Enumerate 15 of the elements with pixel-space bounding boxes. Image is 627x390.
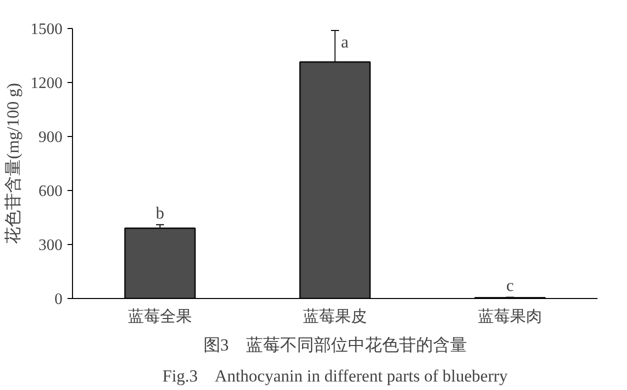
x-tick-label: 蓝莓果皮 [303,308,367,326]
annotation: a [341,32,349,52]
annotation: b [156,204,164,223]
y-tick-label: 900 [38,129,62,146]
y-tick-label: 0 [54,291,62,308]
y-tick-label: 1200 [30,75,62,92]
x-tick-label: 蓝莓全果 [128,308,192,326]
y-axis-title: 花色苷含量(mg/100 g) [4,82,22,244]
annotation: c [506,276,514,296]
y-tick-label: 600 [38,183,62,200]
x-tick-label: 蓝莓果肉 [478,308,542,326]
y-tick-label: 1500 [30,21,62,38]
y-tick-label: 300 [38,237,62,254]
text: 图3 蓝莓不同部位中花色苷的含量 [203,336,467,354]
text: Fig.3 Anthocyanin in different parts of blueberry [162,366,508,386]
